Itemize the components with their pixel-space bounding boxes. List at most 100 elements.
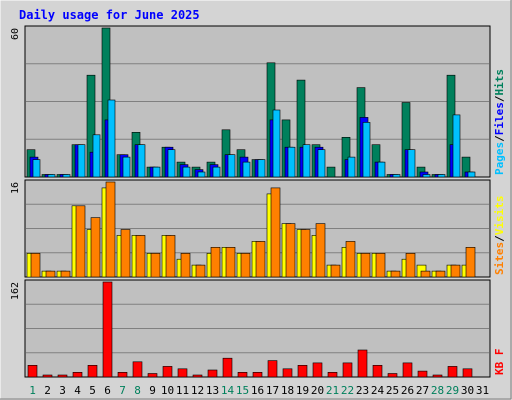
bar-sites-day-2: [45, 270, 56, 278]
x-tick-label-day-19: 19: [296, 384, 309, 397]
x-tick-label-day-18: 18: [281, 384, 294, 397]
bar-kb-f-day-30: [462, 368, 473, 378]
bar-sites-day-23: [360, 253, 371, 278]
legend-text: Sites/Visits: [493, 196, 506, 276]
bar-kb-f-day-8: [132, 361, 143, 378]
bar-pages-day-2: [47, 174, 56, 178]
x-tick-label-day-27: 27: [416, 384, 429, 397]
bar-kb-f-day-7: [117, 371, 128, 378]
bar-pages-day-8: [137, 144, 146, 178]
bar-pages-day-6: [107, 99, 116, 178]
legend-separator: /: [493, 95, 506, 102]
x-tick-label-day-12: 12: [191, 384, 204, 397]
bar-sites-day-16: [255, 241, 266, 278]
bar-pages-day-14: [227, 154, 236, 178]
bar-sites-day-3: [60, 270, 71, 278]
bar-sites-day-20: [315, 223, 326, 278]
bar-kb-f-day-2: [42, 374, 53, 378]
bar-kb-f-day-11: [177, 368, 188, 378]
bar-kb-f-day-12: [192, 374, 203, 378]
legend-item-hits: Hits: [493, 69, 506, 96]
bar-pages-day-4: [77, 144, 86, 178]
x-tick-label-day-2: 2: [44, 384, 51, 397]
bar-kb-f-day-5: [87, 364, 98, 378]
legend-hits-files-pages: Pages/Files/Hits: [493, 69, 506, 175]
x-tick-label-day-6: 6: [104, 384, 111, 397]
x-tick-label-day-11: 11: [176, 384, 189, 397]
bar-kb-f-day-10: [162, 366, 173, 378]
bar-pages-day-7: [122, 156, 131, 178]
bar-pages-day-29: [452, 114, 461, 178]
legend-item-visits: Visits: [493, 196, 506, 236]
legend-kbytes: KB F: [493, 349, 506, 376]
bar-kb-f-day-1: [27, 364, 38, 378]
bar-pages-day-9: [152, 166, 161, 178]
bar-kb-f-day-22: [342, 362, 353, 378]
bar-pages-day-24: [377, 161, 386, 178]
bar-sites-day-24: [375, 253, 386, 278]
bar-kb-f-day-6: [102, 281, 113, 378]
bar-sites-day-6: [105, 181, 116, 278]
bar-sites-day-10: [165, 235, 176, 278]
bar-kb-f-day-20: [312, 362, 323, 378]
bar-sites-day-11: [180, 253, 191, 278]
bar-pages-day-19: [302, 144, 311, 178]
bar-pages-day-22: [347, 156, 356, 178]
bar-sites-day-30: [465, 247, 476, 278]
bar-pages-day-12: [197, 171, 206, 178]
bar-sites-day-26: [405, 253, 416, 278]
bar-pages-day-16: [257, 159, 266, 178]
bar-sites-day-18: [285, 223, 296, 278]
x-tick-label-day-10: 10: [161, 384, 174, 397]
bar-pages-day-27: [422, 174, 431, 178]
legend-item-pages: Pages: [493, 142, 506, 175]
bar-sites-day-21: [330, 264, 341, 278]
bar-kb-f-day-26: [402, 362, 413, 378]
legend-separator: /: [493, 135, 506, 142]
bar-pages-day-25: [392, 174, 401, 178]
x-tick-label-day-5: 5: [89, 384, 96, 397]
bar-kb-f-day-14: [222, 357, 233, 378]
legend-item-kb-f: KB F: [493, 349, 506, 376]
bar-hits-day-21: [326, 166, 336, 178]
bar-pages-day-20: [317, 149, 326, 178]
bar-sites-day-14: [225, 247, 236, 278]
bar-kb-f-day-13: [207, 369, 218, 378]
bar-kb-f-day-25: [387, 373, 398, 378]
bar-kb-f-day-21: [327, 371, 338, 378]
bar-kb-f-day-16: [252, 371, 263, 378]
bar-sites-day-28: [435, 270, 446, 278]
bar-kb-f-day-3: [57, 374, 68, 378]
x-tick-label-day-21: 21: [326, 384, 339, 397]
legend-text: KB F: [493, 349, 506, 376]
x-tick-label-day-3: 3: [59, 384, 66, 397]
x-tick-label-day-31: 31: [476, 384, 489, 397]
bar-kb-f-day-15: [237, 371, 248, 378]
bar-pages-day-26: [407, 149, 416, 178]
bar-kb-f-day-19: [297, 364, 308, 378]
x-tick-label-day-4: 4: [74, 384, 81, 397]
bar-pages-day-30: [467, 171, 476, 178]
y-max-label: 16: [10, 182, 21, 194]
x-tick-label-day-20: 20: [311, 384, 324, 397]
bar-sites-day-15: [240, 253, 251, 278]
bar-kb-f-day-23: [357, 349, 368, 378]
bar-sites-day-4: [75, 205, 86, 278]
bar-pages-day-18: [287, 146, 296, 178]
bar-kb-f-day-9: [147, 373, 158, 378]
bar-pages-day-5: [92, 134, 101, 178]
y-max-label: 60: [10, 28, 21, 40]
bar-sites-day-9: [150, 253, 161, 278]
legend-visits-sites: Sites/Visits: [493, 196, 506, 276]
bar-sites-day-5: [90, 217, 101, 278]
panel-visits-sites: 16 Sites/Visits: [10, 179, 506, 278]
x-tick-label-day-16: 16: [251, 384, 264, 397]
x-tick-label-day-15: 15: [236, 384, 249, 397]
bar-sites-day-29: [450, 264, 461, 278]
bar-sites-day-17: [270, 187, 281, 278]
x-tick-label-day-26: 26: [401, 384, 414, 397]
panel-kbytes: 162 KB F: [10, 279, 506, 378]
x-tick-label-day-25: 25: [386, 384, 399, 397]
